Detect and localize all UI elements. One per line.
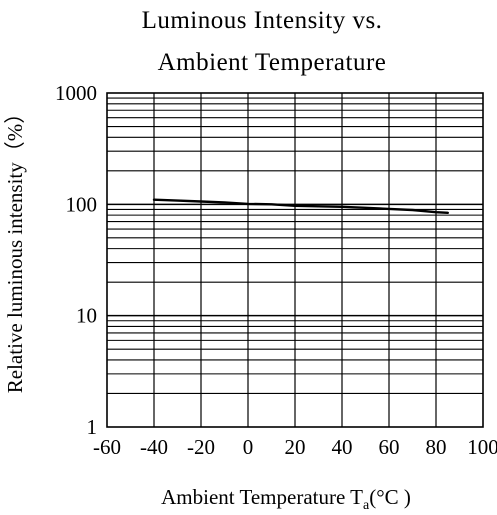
y-tick-label: 1000 [55, 81, 97, 105]
y-tick-label: 1 [87, 415, 98, 439]
chart-title-line-2: Ambient Temperature [158, 49, 387, 76]
x-tick-label: -40 [140, 435, 168, 459]
series-line [152, 198, 449, 215]
x-tick-label: 20 [285, 435, 306, 459]
chart-title: Luminous Intensity vs. Ambient Temperatu… [142, 7, 387, 76]
x-tick-label: -20 [187, 435, 215, 459]
x-tick-labels: -60 -40 -20 0 20 40 60 80 100 [93, 435, 497, 459]
y-tick-label: 10 [76, 304, 97, 328]
series-lines [152, 198, 449, 215]
x-tick-label: 0 [243, 435, 254, 459]
x-tick-label: -60 [93, 435, 121, 459]
x-tick-label: 60 [379, 435, 400, 459]
y-tick-label: 100 [66, 192, 98, 216]
y-axis-label: Relative luminous intensity（%） [3, 103, 27, 393]
x-axis-label-unit: (°C ) [369, 485, 411, 509]
x-tick-label: 40 [332, 435, 353, 459]
chart-title-line-1: Luminous Intensity vs. [142, 7, 383, 34]
x-axis-label-subscript: a [363, 498, 370, 513]
x-tick-label: 100 [467, 435, 497, 459]
x-tick-label: 80 [426, 435, 447, 459]
y-tick-labels: 1 10 100 1000 [55, 81, 97, 439]
x-axis-label-main: Ambient Temperature T [161, 485, 363, 509]
plot-frame [106, 92, 484, 428]
x-axis-label: Ambient Temperature Ta(°C ) [161, 485, 411, 513]
grid-lines [107, 93, 483, 427]
